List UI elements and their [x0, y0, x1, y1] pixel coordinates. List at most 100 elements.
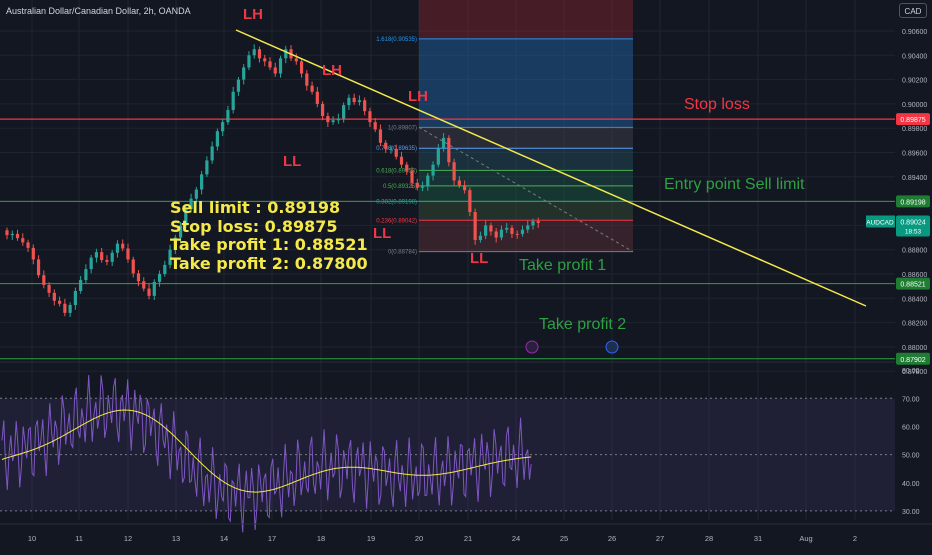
price-tick: 0.89800 [902, 126, 927, 133]
price-tick: 0.89600 [902, 151, 927, 158]
time-tick: 20 [415, 534, 423, 543]
time-tick: 24 [512, 534, 520, 543]
candle-body [200, 174, 204, 190]
trade-info-box: Sell limit : 0.89198 Stop loss: 0.89875 … [170, 198, 368, 273]
candle-body [168, 249, 172, 265]
candle-body [420, 186, 425, 188]
candle-body [373, 122, 377, 130]
candle-body [131, 259, 135, 274]
fib-label: 1.618(0.90535) [376, 37, 417, 43]
fib-label: 1(0.89807) [388, 125, 417, 131]
price-tick: 0.89400 [902, 175, 927, 182]
time-tick: 21 [464, 534, 472, 543]
candle-body [157, 274, 162, 282]
rsi-tick: 60.00 [902, 424, 920, 431]
candle-body [15, 233, 20, 239]
candle-body [526, 225, 530, 230]
rsi-tick: 70.00 [902, 396, 920, 403]
candle-body [278, 58, 283, 74]
candle-body [468, 190, 472, 213]
price-tick: 0.88000 [902, 345, 927, 352]
fib-zone [419, 185, 633, 202]
candle-body [73, 291, 77, 305]
candle-body [105, 260, 109, 262]
candle-body [463, 185, 467, 191]
fib-label: 0.236(0.89042) [376, 218, 417, 224]
candle-body [499, 229, 504, 238]
flag-icon[interactable] [605, 340, 619, 354]
candle-body [147, 288, 151, 296]
fib-zone [419, 220, 633, 252]
symbol-title[interactable]: Australian Dollar/Canadian Dollar, 2h, O… [6, 6, 191, 16]
candle-body [363, 100, 367, 112]
fib-label: 0.5(0.89325) [383, 184, 417, 190]
stop-loss-label: Stop loss [684, 96, 750, 113]
time-tick: 14 [220, 534, 228, 543]
fibonacci-box: 1.618(0.90535)1(0.89807)0.786(0.89635)0.… [376, 0, 634, 256]
candle-body [226, 109, 230, 123]
candle-body [47, 284, 51, 293]
candle-body [36, 259, 41, 276]
price-axis: 0.90600 0.90400 0.90200 0.90000 0.89800 0.896… [866, 0, 932, 550]
candle-body [405, 164, 409, 171]
candle-body [531, 221, 535, 226]
price-tick: 0.88200 [902, 321, 927, 328]
candle-body [494, 231, 498, 238]
annotations: LH LH LH LL LL LL Stop loss Entry point Sell li… [243, 6, 805, 354]
candle-body [315, 91, 319, 104]
candle-body [384, 142, 388, 149]
ll-label: LL [283, 153, 301, 170]
candle-body [68, 304, 72, 313]
candle-body [410, 170, 414, 183]
candle-body [510, 227, 514, 234]
candle-body [152, 281, 156, 296]
candle-body [326, 116, 330, 123]
candle-body [184, 208, 188, 226]
price-tick: 0.87800 [902, 369, 927, 376]
time-tick: 2 [853, 534, 857, 543]
candle-body [484, 225, 488, 236]
tp1-label: Take profit 1 [519, 257, 606, 274]
fib-zone [419, 127, 633, 149]
candle-body [457, 180, 461, 186]
candle-body [163, 264, 167, 274]
candle-body [447, 137, 451, 163]
entry-label: Entry point Sell limit [664, 176, 805, 193]
candle-body [210, 146, 214, 161]
stop-badge-bg [896, 113, 930, 126]
candle-body [273, 67, 277, 74]
candle-body [252, 49, 256, 56]
candle-body [505, 227, 509, 230]
candle-body [342, 105, 346, 119]
countdown: 18:53 [905, 228, 922, 235]
candle-body [305, 73, 309, 86]
candle-body [205, 160, 209, 175]
candle-body [242, 67, 246, 80]
stop-badge: 0.89875 [900, 117, 925, 124]
candle-body [121, 243, 125, 249]
candle-body [357, 100, 362, 103]
time-tick: 11 [75, 534, 83, 543]
candle-body [79, 280, 83, 292]
candle-body [489, 225, 493, 232]
time-tick: 17 [268, 534, 276, 543]
currency-button[interactable]: CAD [899, 3, 927, 18]
last-price: 0.89024 [900, 219, 925, 226]
entry-badge-bg [896, 195, 930, 208]
tp2-badge-bg [896, 352, 930, 365]
horizontal-levels [0, 118, 895, 360]
candle-body [189, 198, 193, 209]
candle-body [536, 221, 540, 223]
time-tick: 26 [608, 534, 616, 543]
candle-body [389, 148, 393, 150]
candle-body [5, 230, 9, 236]
candle-body [284, 49, 288, 59]
time-tick: 13 [172, 534, 180, 543]
candle-body [100, 252, 104, 261]
candle-body [436, 148, 440, 165]
event-icon[interactable] [525, 340, 539, 354]
candle-body [10, 233, 14, 236]
time-tick: 31 [754, 534, 762, 543]
